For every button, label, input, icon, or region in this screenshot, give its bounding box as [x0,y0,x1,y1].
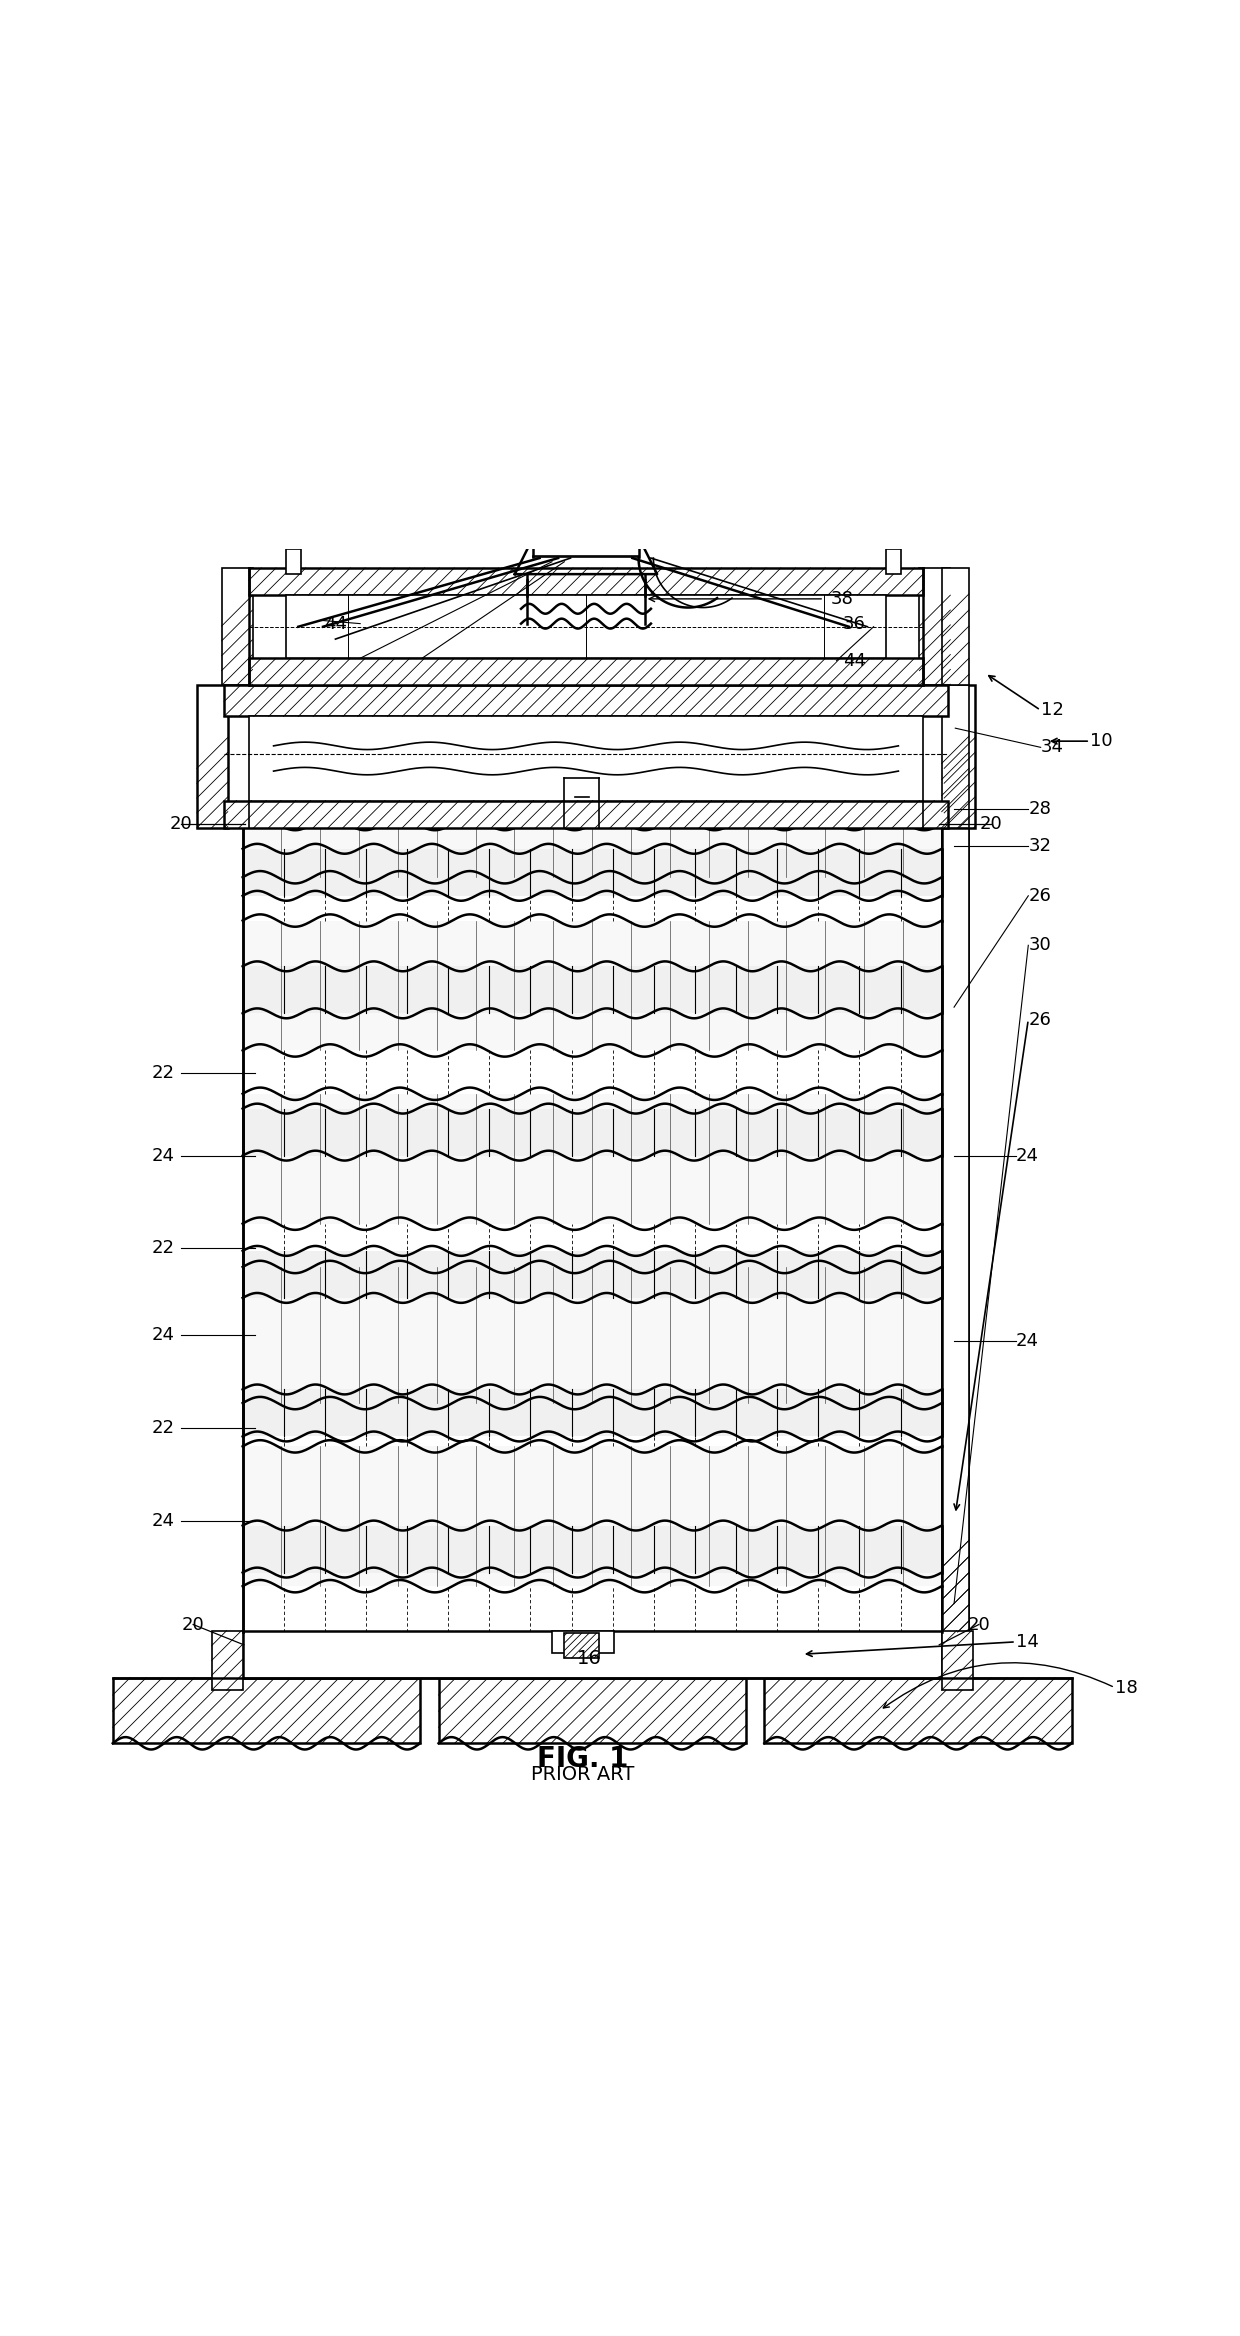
Bar [243,1631,941,1677]
Bar [243,920,941,1051]
Bar [243,1266,941,1404]
Bar [941,684,968,827]
Bar [941,827,968,1633]
Bar [764,1677,1071,1743]
Text: 28: 28 [1028,801,1052,818]
Text: 24: 24 [151,1147,175,1166]
Text: 24: 24 [151,1511,175,1530]
Text: 34: 34 [1040,738,1064,757]
Bar [552,1631,614,1654]
Bar [286,596,887,659]
Text: PRIOR ART: PRIOR ART [531,1764,635,1785]
Bar [243,1110,941,1156]
Text: 14: 14 [1016,1633,1039,1652]
Bar [564,1633,599,1659]
Bar [286,549,301,575]
Bar [224,684,947,717]
Text: 22: 22 [151,1418,175,1437]
Bar [944,684,975,827]
Text: FIG. 1: FIG. 1 [537,1745,629,1773]
Bar [941,1631,972,1691]
Text: 20: 20 [182,1617,205,1633]
Bar [887,549,900,575]
Bar [941,568,968,684]
Text: 26: 26 [1028,888,1052,904]
Text: 20: 20 [980,815,1003,834]
Text: 22: 22 [151,1240,175,1257]
Bar [197,684,228,827]
Text: 18: 18 [1115,1680,1137,1696]
Text: 24: 24 [151,1327,175,1343]
Text: 38: 38 [831,591,853,607]
Text: 24: 24 [1016,1332,1039,1350]
Text: 32: 32 [1028,836,1052,855]
Text: 22: 22 [151,1063,175,1082]
Text: 10: 10 [1090,731,1112,750]
Text: 20: 20 [170,815,192,834]
Text: 20: 20 [967,1617,991,1633]
Bar [249,659,923,684]
Text: 36: 36 [843,614,866,633]
Bar [243,1250,941,1299]
Bar [212,1631,243,1691]
Text: 30: 30 [1028,937,1052,955]
Bar [941,827,968,1633]
Text: 12: 12 [1040,701,1064,719]
Bar [439,1677,745,1743]
Bar [222,568,253,684]
Text: 44: 44 [843,652,866,670]
Bar [243,825,941,878]
Bar [249,568,923,596]
Bar [113,1677,420,1743]
Bar [243,1525,941,1572]
Text: 26: 26 [1028,1011,1052,1028]
Text: 24: 24 [1016,1147,1039,1166]
Bar [243,1446,941,1586]
Bar [243,1093,941,1224]
Bar [224,801,947,827]
Bar [243,967,941,1014]
Text: 16: 16 [577,1649,601,1668]
Bar [243,848,941,895]
Bar [919,568,950,684]
Bar [249,717,923,801]
Bar [243,1390,941,1437]
Text: 44: 44 [324,614,347,633]
